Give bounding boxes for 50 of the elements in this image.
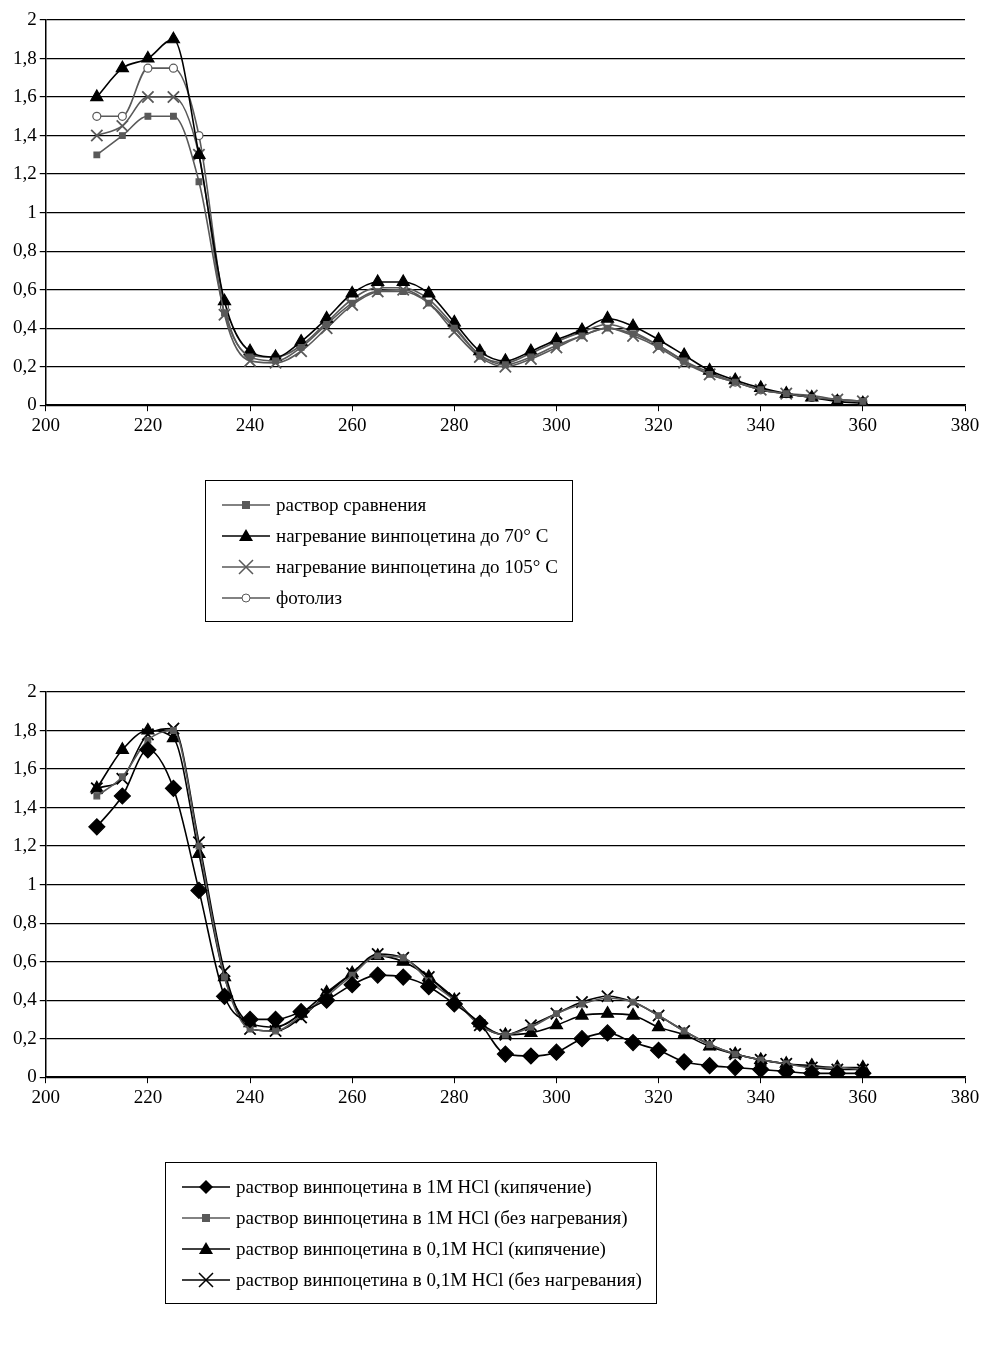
x-tick-label: 280 xyxy=(440,1085,469,1107)
y-tick-label: 1,4 xyxy=(13,795,38,817)
y-tick-label: 1,4 xyxy=(13,123,38,145)
x-tick-label: 360 xyxy=(848,1085,878,1107)
legend-label: раствор винпоцетина в 1М HCl (кипячение) xyxy=(236,1175,592,1198)
x-tick-label: 360 xyxy=(848,413,878,435)
legend-label: фотолиз xyxy=(276,586,343,609)
legend-label: нагревание винпоцетина до 70° С xyxy=(276,524,549,547)
y-tick-label: 0 xyxy=(27,1065,37,1087)
x-tick-label: 340 xyxy=(746,413,775,435)
y-tick-label: 1,8 xyxy=(13,46,37,68)
x-tick-label: 260 xyxy=(337,1085,367,1107)
x-tick-label: 340 xyxy=(746,1085,775,1107)
y-tick-label: 0,6 xyxy=(13,949,37,971)
y-tick-label: 0,8 xyxy=(13,911,37,933)
y-tick-label: 1 xyxy=(27,872,37,894)
y-tick-label: 2 xyxy=(27,7,37,29)
y-tick-label: 0 xyxy=(27,393,37,415)
legend-label: нагревание винпоцетина до 105° С xyxy=(276,555,558,578)
y-tick-label: 1,6 xyxy=(13,757,37,779)
y-tick-label: 0,6 xyxy=(13,277,37,299)
y-tick-label: 0,8 xyxy=(13,239,37,261)
y-tick-label: 0,2 xyxy=(13,1026,37,1048)
y-tick-label: 1 xyxy=(27,200,37,222)
x-tick-label: 300 xyxy=(542,1085,571,1107)
x-tick-label: 220 xyxy=(133,413,163,435)
y-tick-label: 0,2 xyxy=(13,354,37,376)
x-tick-label: 220 xyxy=(133,1085,163,1107)
x-tick-label: 320 xyxy=(644,413,673,435)
x-tick-label: 200 xyxy=(31,1085,60,1107)
y-tick-label: 1,2 xyxy=(13,834,37,856)
x-tick-label: 260 xyxy=(337,413,367,435)
legend-label: раствор винпоцетина в 0,1М HCl (кипячение) xyxy=(236,1237,606,1260)
x-tick-label: 320 xyxy=(644,1085,673,1107)
x-tick-label: 280 xyxy=(440,413,469,435)
x-tick-label: 380 xyxy=(950,413,980,435)
legend-label: раствор винпоцетина в 0,1М HCl (без нагревания) xyxy=(236,1268,642,1291)
x-tick-label: 240 xyxy=(235,1085,265,1107)
y-tick-label: 1,6 xyxy=(13,85,37,107)
y-tick-label: 1,8 xyxy=(13,718,37,740)
y-tick-label: 2 xyxy=(27,679,37,701)
x-tick-label: 240 xyxy=(235,413,265,435)
y-tick-label: 1,2 xyxy=(13,162,37,184)
x-tick-label: 300 xyxy=(542,413,571,435)
y-tick-label: 0,4 xyxy=(13,316,38,338)
legend-label: раствор сравнения xyxy=(276,493,427,516)
x-tick-label: 380 xyxy=(950,1085,980,1107)
x-tick-label: 200 xyxy=(31,413,60,435)
legend-label: раствор винпоцетина в 1М HCl (без нагревания) xyxy=(236,1206,628,1229)
y-tick-label: 0,4 xyxy=(13,988,38,1010)
